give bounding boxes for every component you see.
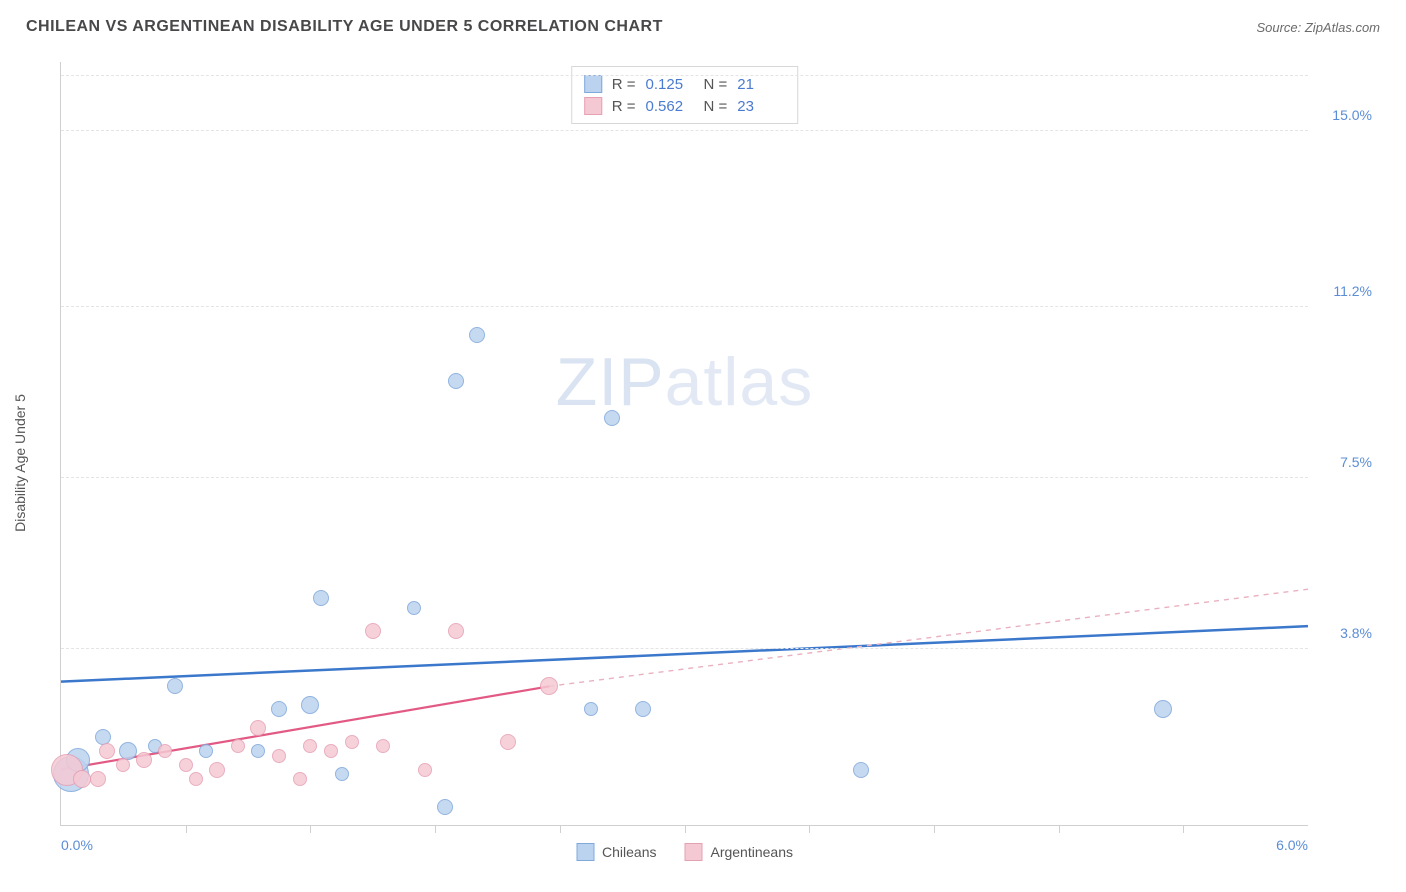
stat-n-value: 23: [737, 98, 785, 115]
data-point: [251, 744, 265, 758]
data-point: [635, 701, 651, 717]
source-attribution: Source: ZipAtlas.com: [1256, 20, 1380, 35]
series-swatch: [584, 97, 602, 115]
x-tick: [1183, 825, 1184, 833]
trend-lines: [61, 62, 1308, 825]
plot-area: ZIPatlas R =0.125N =21R =0.562N =23 0.0%…: [60, 62, 1308, 826]
legend-swatch: [684, 843, 702, 861]
legend-label: Chileans: [602, 844, 656, 860]
legend-label: Argentineans: [710, 844, 793, 860]
watermark-thin: atlas: [665, 344, 814, 420]
data-point: [158, 744, 172, 758]
x-tick: [310, 825, 311, 833]
data-point: [1154, 700, 1172, 718]
gridline: [61, 477, 1308, 478]
stat-r-label: R =: [612, 98, 636, 115]
legend-swatch: [576, 843, 594, 861]
data-point: [293, 772, 307, 786]
data-point: [853, 762, 869, 778]
legend: Chileans Argentineans: [576, 843, 793, 861]
stat-n-label: N =: [704, 76, 728, 93]
data-point: [250, 720, 266, 736]
data-point: [271, 701, 287, 717]
data-point: [73, 770, 91, 788]
data-point: [437, 799, 453, 815]
stat-n-value: 21: [737, 76, 785, 93]
watermark: ZIPatlas: [556, 343, 813, 421]
x-axis-max-label: 6.0%: [1276, 837, 1308, 853]
data-point: [345, 735, 359, 749]
data-point: [335, 767, 349, 781]
data-point: [584, 702, 598, 716]
data-point: [540, 677, 558, 695]
data-point: [500, 734, 516, 750]
y-tick-label: 7.5%: [1340, 454, 1372, 470]
legend-item: Argentineans: [684, 843, 793, 861]
y-tick-label: 3.8%: [1340, 625, 1372, 641]
data-point: [167, 678, 183, 694]
data-point: [376, 739, 390, 753]
stat-r-value: 0.125: [646, 76, 694, 93]
y-tick-label: 11.2%: [1333, 283, 1372, 299]
data-point: [469, 327, 485, 343]
data-point: [189, 772, 203, 786]
series-swatch: [584, 75, 602, 93]
y-tick-label: 15.0%: [1332, 107, 1372, 123]
legend-item: Chileans: [576, 843, 656, 861]
stat-r-value: 0.562: [646, 98, 694, 115]
y-axis-label: Disability Age Under 5: [12, 394, 28, 532]
stat-r-label: R =: [612, 76, 636, 93]
x-tick: [435, 825, 436, 833]
data-point: [90, 771, 106, 787]
stats-row: R = 0.562 N = 23: [584, 95, 786, 117]
gridline: [61, 306, 1308, 307]
stat-n-label: N =: [704, 98, 728, 115]
data-point: [209, 762, 225, 778]
data-point: [301, 696, 319, 714]
chart-title: CHILEAN VS ARGENTINEAN DISABILITY AGE UN…: [26, 18, 663, 36]
data-point: [324, 744, 338, 758]
gridline: [61, 648, 1308, 649]
data-point: [418, 763, 432, 777]
x-axis-min-label: 0.0%: [61, 837, 93, 853]
data-point: [303, 739, 317, 753]
data-point: [448, 373, 464, 389]
data-point: [407, 601, 421, 615]
chart-container: Disability Age Under 5 ZIPatlas R =0.125…: [26, 54, 1380, 872]
x-tick: [809, 825, 810, 833]
x-tick: [560, 825, 561, 833]
x-tick: [934, 825, 935, 833]
data-point: [448, 623, 464, 639]
data-point: [136, 752, 152, 768]
data-point: [99, 743, 115, 759]
data-point: [272, 749, 286, 763]
data-point: [116, 758, 130, 772]
data-point: [179, 758, 193, 772]
data-point: [604, 410, 620, 426]
stats-row: R = 0.125 N = 21: [584, 73, 786, 95]
data-point: [199, 744, 213, 758]
x-tick: [1059, 825, 1060, 833]
x-tick: [685, 825, 686, 833]
data-point: [231, 739, 245, 753]
gridline: [61, 130, 1308, 131]
watermark-bold: ZIP: [556, 344, 665, 420]
data-point: [313, 590, 329, 606]
x-tick: [186, 825, 187, 833]
data-point: [365, 623, 381, 639]
gridline: [61, 75, 1308, 76]
